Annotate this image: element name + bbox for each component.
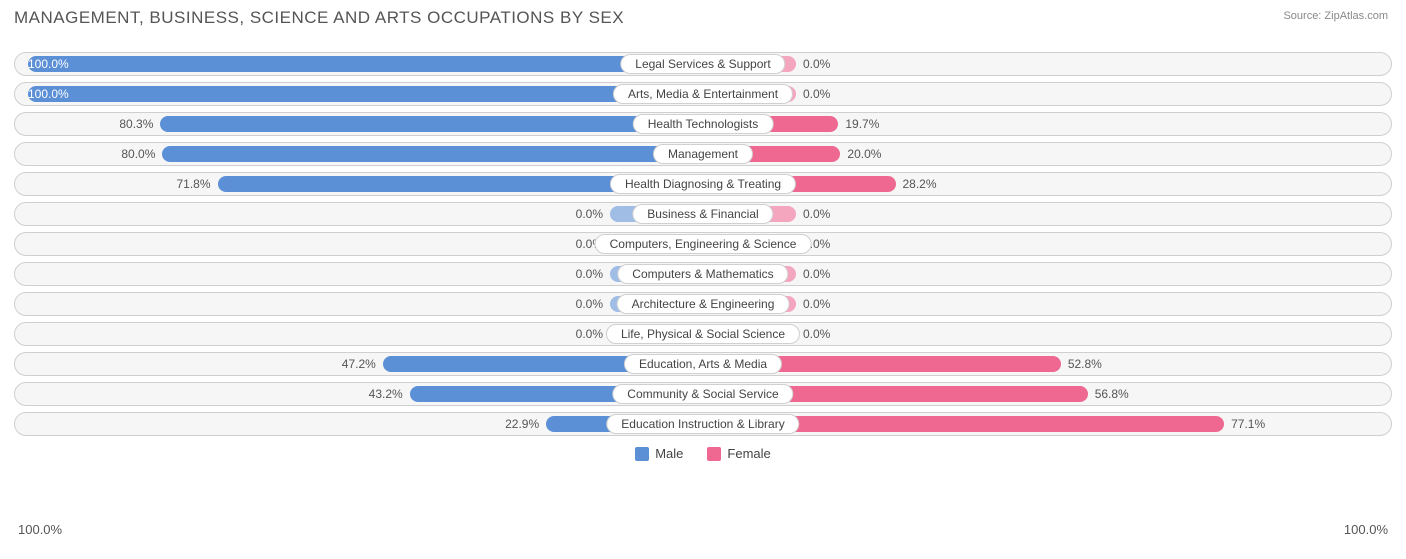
male-bar — [160, 116, 700, 132]
female-value: 0.0% — [803, 327, 830, 341]
female-value: 0.0% — [803, 57, 830, 71]
source-attribution: Source: ZipAtlas.com — [1283, 10, 1388, 22]
chart-row: 100.0% 0.0% Arts, Media & Entertainment — [14, 82, 1392, 106]
male-value: 0.0% — [576, 297, 603, 311]
row-label: Community & Social Service — [612, 384, 793, 404]
female-value: 20.0% — [847, 147, 881, 161]
male-value: 100.0% — [28, 57, 69, 71]
female-value: 0.0% — [803, 87, 830, 101]
female-value: 19.7% — [845, 117, 879, 131]
chart-row: 0.0% 0.0% Architecture & Engineering — [14, 292, 1392, 316]
female-value: 77.1% — [1231, 417, 1265, 431]
chart-row: 0.0%0.0%Computers, Engineering & Science — [14, 232, 1392, 256]
chart-row: 22.9% 77.1% Education Instruction & Librar… — [14, 412, 1392, 436]
row-label: Health Diagnosing & Treating — [610, 174, 796, 194]
female-value: 0.0% — [803, 297, 830, 311]
chart-row: 80.0% 20.0% Management — [14, 142, 1392, 166]
male-value: 47.2% — [342, 357, 376, 371]
occupations-chart: 100.0%0.0%Legal Services & Support100.0%… — [14, 52, 1392, 436]
chart-row: 0.0% 0.0%Life, Physical & Social Science — [14, 322, 1392, 346]
male-value: 71.8% — [176, 177, 210, 191]
row-label: Architecture & Engineering — [617, 294, 790, 314]
chart-row: 100.0% 0.0% Legal Services & Support — [14, 52, 1392, 76]
male-value: 80.3% — [119, 117, 153, 131]
female-value: 56.8% — [1095, 387, 1129, 401]
row-label: Computers, Engineering & Science — [595, 234, 812, 254]
chart-row: 0.0% 0.0% Business & Financial — [14, 202, 1392, 226]
male-bar — [28, 56, 700, 72]
male-value: 43.2% — [369, 387, 403, 401]
female-value: 0.0% — [803, 207, 830, 221]
legend: Male Female — [14, 446, 1392, 461]
row-label: Management — [653, 144, 753, 164]
legend-male-label: Male — [655, 446, 683, 461]
female-value: 52.8% — [1068, 357, 1102, 371]
row-label: Business & Financial — [632, 204, 773, 224]
chart-row: 80.3% 19.7% Health Technologists — [14, 112, 1392, 136]
female-value: 0.0% — [803, 267, 830, 281]
legend-female: Female — [707, 446, 770, 461]
legend-female-label: Female — [727, 446, 770, 461]
chart-row: 71.8% 28.2% Health Diagnosing & Treating — [14, 172, 1392, 196]
chart-row: 43.2% 56.8% Community & Social Service — [14, 382, 1392, 406]
male-value: 100.0% — [28, 87, 69, 101]
male-bar — [162, 146, 700, 162]
male-value: 80.0% — [121, 147, 155, 161]
female-swatch-icon — [707, 447, 721, 461]
row-label: Life, Physical & Social Science — [606, 324, 800, 344]
female-value: 28.2% — [903, 177, 937, 191]
axis-right-label: 100.0% — [1344, 522, 1388, 537]
male-bar — [28, 86, 700, 102]
row-label: Legal Services & Support — [620, 54, 785, 74]
male-value: 0.0% — [576, 207, 603, 221]
row-label: Arts, Media & Entertainment — [613, 84, 793, 104]
row-label: Health Technologists — [633, 114, 774, 134]
chart-row: 0.0% 0.0% Computers & Mathematics — [14, 262, 1392, 286]
row-label: Education Instruction & Library — [606, 414, 799, 434]
male-value: 22.9% — [505, 417, 539, 431]
row-label: Computers & Mathematics — [617, 264, 788, 284]
axis-left-label: 100.0% — [18, 522, 62, 537]
chart-row: 47.2% 52.8% Education, Arts & Media — [14, 352, 1392, 376]
row-label: Education, Arts & Media — [624, 354, 782, 374]
legend-male: Male — [635, 446, 683, 461]
chart-title: MANAGEMENT, BUSINESS, SCIENCE AND ARTS O… — [14, 8, 1392, 28]
male-value: 0.0% — [576, 267, 603, 281]
male-value: 0.0% — [576, 327, 603, 341]
male-swatch-icon — [635, 447, 649, 461]
